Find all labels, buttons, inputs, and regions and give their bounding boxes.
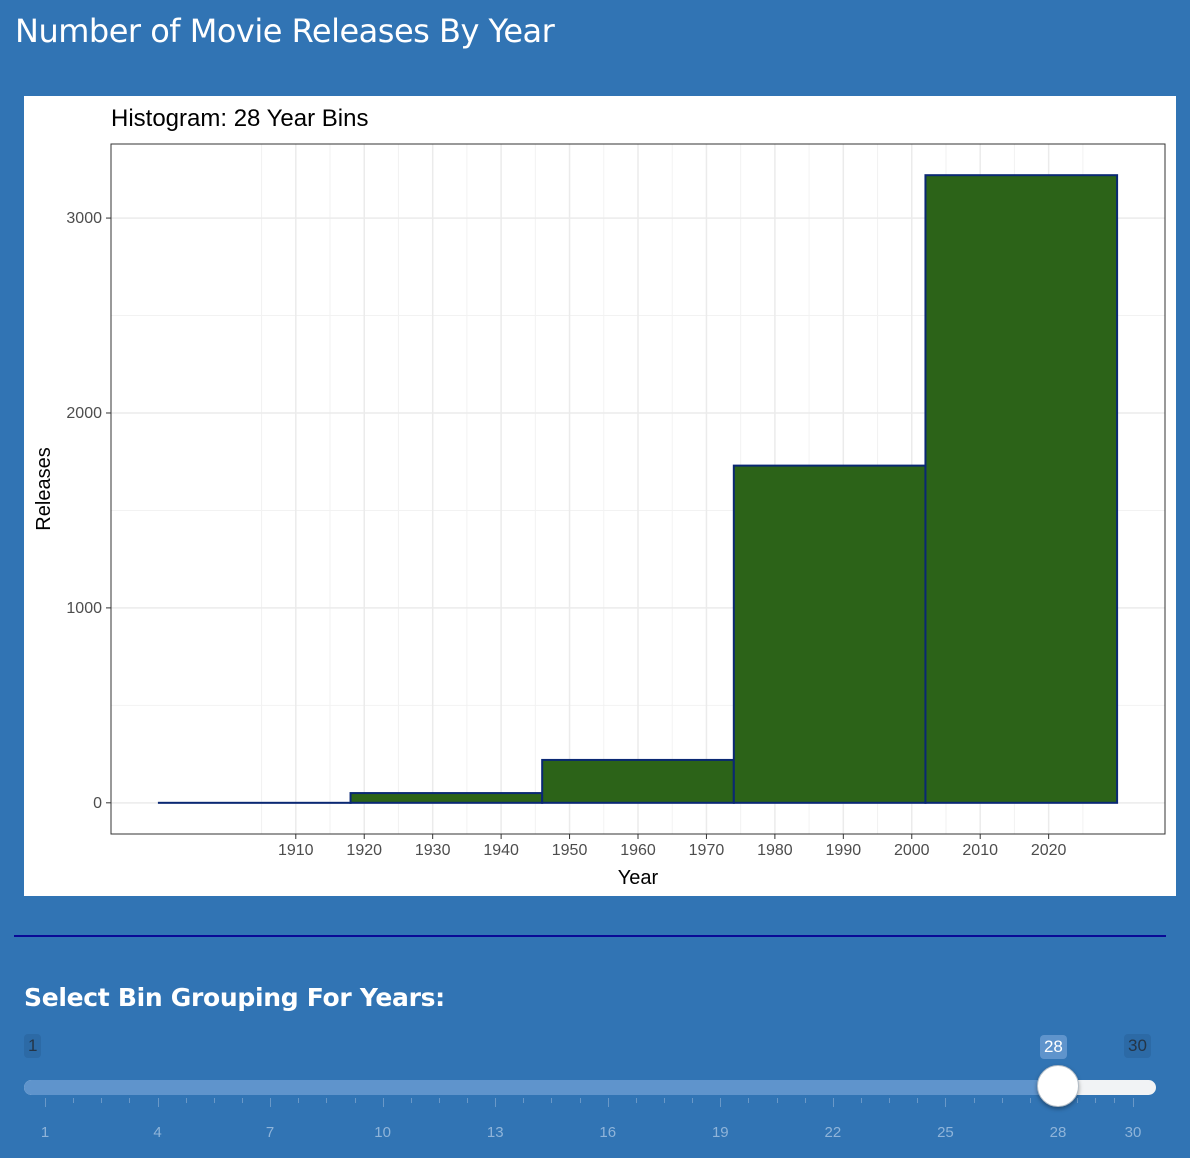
x-tick-label: 2010: [962, 842, 998, 859]
y-tick-label: 1000: [66, 600, 102, 617]
slider-minor-tick: [241, 1098, 243, 1103]
slider-minor-tick: [917, 1098, 919, 1103]
histogram-bar: [732, 464, 927, 804]
slider-minor-tick: [804, 1098, 806, 1103]
slider-minor-tick: [185, 1098, 187, 1103]
slider-minor-tick: [861, 1098, 862, 1103]
x-tick-label: 1950: [552, 842, 588, 859]
slider-minor-tick: [692, 1098, 694, 1103]
slider-minor-tick: [1029, 1098, 1031, 1103]
slider-max-label: 30: [1124, 1034, 1151, 1058]
slider-major-tick: [495, 1098, 497, 1107]
histogram-bar: [924, 174, 1119, 804]
histogram-bar: [541, 758, 735, 804]
slider-handle[interactable]: [1036, 1065, 1079, 1107]
y-axis-title: Releases: [33, 447, 55, 530]
slider-minor-tick: [1095, 1098, 1097, 1103]
slider-minor-tick: [776, 1098, 778, 1103]
slider-major-tick: [45, 1098, 46, 1107]
section-divider: [14, 935, 1166, 937]
slider-minor-tick: [1076, 1098, 1078, 1103]
slider-minor-tick: [354, 1098, 356, 1103]
slider-minor-tick: [523, 1098, 525, 1103]
slider-minor-tick: [889, 1098, 891, 1103]
x-tick-label: 1990: [826, 842, 862, 859]
slider-grid-label: 7: [265, 1124, 275, 1141]
chart-title: Histogram: 28 Year Bins: [111, 105, 368, 132]
slider-major-tick: [832, 1098, 834, 1107]
histogram-svg: Histogram: 28 Year Bins 1910 1920 1930 1940…: [33, 105, 1166, 889]
x-tick-label: 2000: [894, 842, 930, 859]
slider-minor-tick: [298, 1098, 300, 1103]
x-tick-label: 1930: [415, 842, 451, 859]
slider-major-tick: [1133, 1098, 1134, 1107]
axes: 1910 1920 1930 1940 1950 1960 1970 1980 1990 2000…: [66, 210, 1066, 859]
slider-major-tick: [945, 1098, 947, 1107]
x-axis-title: Year: [618, 867, 659, 889]
y-tick-label: 2000: [66, 405, 102, 422]
slider-grid-label: 30: [1124, 1124, 1142, 1141]
histogram-bar: [349, 792, 544, 804]
app-title: Number of Movie Releases By Year: [15, 12, 555, 50]
slider-value-label: 28: [1039, 1035, 1067, 1059]
x-tick-label: 1940: [483, 842, 519, 859]
slider-minor-tick: [326, 1098, 328, 1103]
slider-grid-label: 1: [40, 1124, 50, 1141]
slider-grid-label: 4: [153, 1124, 162, 1141]
slider-major-tick: [157, 1098, 159, 1107]
slider-minor-tick: [551, 1098, 553, 1103]
slider-major-tick: [382, 1098, 384, 1107]
slider-minor-tick: [579, 1098, 581, 1103]
slider-minor-tick: [635, 1098, 637, 1103]
slider-grid-label: 25: [937, 1124, 954, 1141]
slider-major-tick: [607, 1098, 609, 1107]
slider-minor-tick: [101, 1098, 103, 1103]
slider-minor-tick: [1001, 1098, 1003, 1103]
slider-minor-tick: [438, 1098, 440, 1103]
slider-minor-tick: [73, 1098, 75, 1103]
slider-grid-label: 22: [824, 1124, 842, 1141]
histogram-bars: [157, 174, 1119, 804]
x-tick-label: 1980: [757, 842, 793, 859]
x-tick-label: 1910: [278, 842, 314, 859]
slider-minor-tick: [664, 1098, 666, 1103]
slider-grid-label: 16: [599, 1124, 617, 1141]
slider-grid-label: 13: [486, 1124, 504, 1141]
slider-minor-tick: [973, 1098, 975, 1103]
slider-minor-tick: [129, 1098, 131, 1103]
slider-major-tick: [720, 1098, 722, 1107]
slider-track-fill: [24, 1080, 1058, 1095]
slider-grid-label: 10: [374, 1124, 391, 1141]
slider-minor-tick: [213, 1098, 215, 1103]
x-tick-label: 1920: [346, 842, 382, 859]
y-tick-label: 3000: [66, 210, 102, 227]
slider-grid-label: 28: [1049, 1124, 1067, 1141]
slider-major-tick: [270, 1098, 272, 1107]
x-tick-label: 1960: [620, 842, 656, 859]
slider-minor-tick: [1114, 1098, 1116, 1103]
y-tick-label: 0: [93, 795, 102, 812]
slider-track[interactable]: [24, 1080, 1156, 1095]
slider-minor-tick: [748, 1098, 750, 1103]
slider-minor-tick: [467, 1098, 469, 1103]
slider-grid-label: 19: [711, 1124, 729, 1141]
slider-min-label: 1: [24, 1034, 42, 1058]
slider-label: Select Bin Grouping For Years:: [24, 983, 445, 1012]
histogram-plot: Histogram: 28 Year Bins 1910 1920 1930 1940…: [24, 96, 1176, 896]
slider-minor-tick: [410, 1098, 412, 1103]
x-tick-label: 2020: [1031, 842, 1067, 859]
x-tick-label: 1970: [689, 842, 725, 859]
